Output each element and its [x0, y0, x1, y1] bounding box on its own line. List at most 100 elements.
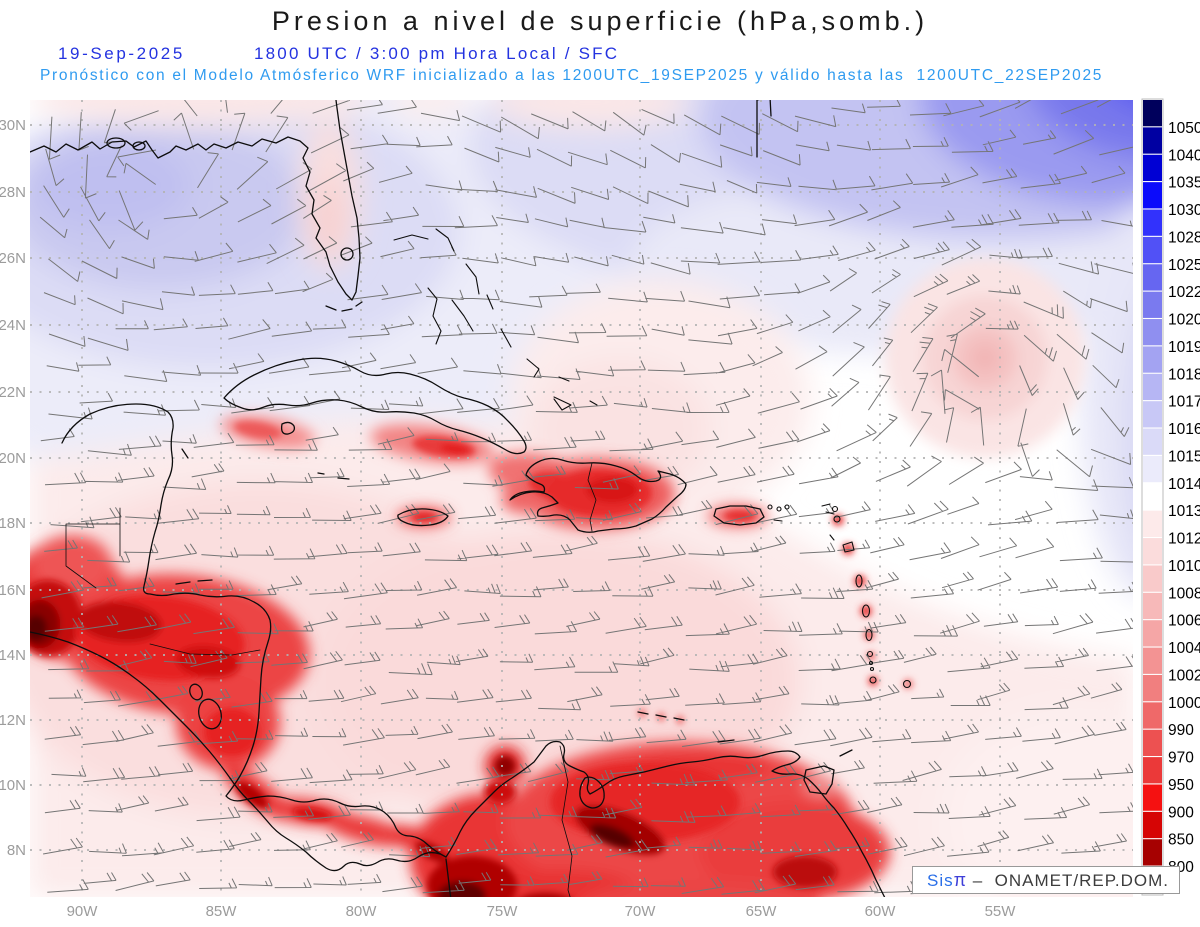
colorbar-tick-label: 1016: [1168, 421, 1200, 438]
colorbar-tick-label: 950: [1168, 777, 1194, 794]
lon-tick-label: 60W: [865, 903, 897, 920]
colorbar-segment: [1143, 592, 1162, 620]
colorbar-segment: [1143, 538, 1162, 565]
lon-tick-label: 80W: [346, 903, 378, 920]
colorbar-tick-label: 970: [1168, 750, 1194, 767]
lat-tick-label: 18N: [0, 515, 26, 532]
lake-nicaragua: [198, 698, 222, 730]
colombia-venezuela-border: [559, 745, 573, 897]
colorbar-segment: [1143, 674, 1162, 702]
honduras-nicaragua-border: [149, 643, 261, 656]
colorbar-tick-label: 1050: [1168, 120, 1200, 137]
colorbar-tick-label: 1015: [1168, 448, 1200, 465]
colorbar-segment: [1143, 510, 1162, 537]
tobago-island: [839, 749, 853, 757]
colorbar-tick-label: 1030: [1168, 202, 1200, 219]
branding-pi-symbol: π: [953, 870, 968, 890]
page-title: Presion a nivel de superficie (hPa,somb.…: [271, 6, 929, 36]
lake-maracaibo: [579, 776, 605, 809]
coastline-trinidad: [803, 765, 835, 795]
lesser-antilles-islands: [767, 503, 912, 689]
coastline-yucatan-central-america: [61, 403, 447, 858]
abc-islands: [637, 711, 685, 721]
lon-tick-label: 55W: [985, 903, 1017, 920]
colorbar-segment: [1143, 291, 1162, 318]
model-init-note: Pronóstico con el Modelo Atmósferico WRF…: [40, 67, 1104, 84]
colorbar-segment: [1143, 428, 1162, 455]
lat-tick-label: 30N: [0, 117, 26, 134]
colorbar-tick-label: 1025: [1168, 257, 1200, 274]
guatemala-borders: [65, 507, 121, 589]
branding-badge: Sisπ – ONAMET/REP.DOM.: [912, 866, 1180, 894]
colorbar-segment: [1143, 319, 1162, 346]
domain-boundary-artifact: [756, 100, 772, 158]
colorbar-segment: [1143, 455, 1162, 483]
lake-managua: [189, 683, 203, 701]
colorbar-segment: [1143, 264, 1162, 291]
colorbar-tick-label: 1014: [1168, 476, 1200, 493]
lon-tick-label: 75W: [487, 903, 519, 920]
lat-tick-label: 14N: [0, 647, 26, 664]
branding-app-name: Sis: [927, 871, 954, 890]
colorbar-segment: [1143, 647, 1162, 674]
longitude-labels: 90W 85W 80W 75W 70W 65W 60W 55W: [67, 903, 1017, 920]
colorbar-segment: [1143, 565, 1162, 592]
bahamas-islands: [393, 228, 598, 411]
colorbar-tick-label: 1028: [1168, 229, 1200, 246]
lat-tick-label: 16N: [0, 582, 26, 599]
lat-tick-label: 22N: [0, 384, 26, 401]
lat-tick-label: 8N: [7, 842, 26, 859]
lon-tick-label: 65W: [746, 903, 778, 920]
cozumel-island: [181, 448, 189, 459]
margarita-island: [717, 739, 735, 743]
colorbar-tick-label: 1012: [1168, 531, 1200, 548]
coastlines: [30, 100, 912, 897]
forecast-valid-time: 1800 UTC / 3:00 pm Hora Local / SFC: [254, 44, 620, 63]
lake-okeechobee: [340, 247, 354, 261]
colorbar-segment: [1143, 182, 1162, 209]
coastline-us-gulf-florida: [30, 100, 361, 301]
coastline-hispaniola: [509, 457, 687, 533]
coastline-south-america: [445, 740, 886, 897]
tropical-cyclone-shading: [885, 258, 1085, 458]
latitude-labels: 30N 28N 26N 24N 22N 20N 18N 16N 14N 12N 10N 8N: [0, 117, 26, 859]
colorbar-tick-label: 900: [1168, 804, 1194, 821]
wind-barbs: [39, 100, 1133, 895]
colorbar-segment: [1143, 620, 1162, 647]
lake-pontchartrain: [106, 137, 126, 149]
florida-keys: [325, 301, 363, 312]
colorbar-segment: [1143, 100, 1162, 127]
coastline-jamaica: [397, 508, 449, 527]
pressure-colorbar: [1141, 98, 1164, 896]
colorbar-tick-label: 1020: [1168, 312, 1200, 329]
colorbar-tick-label: 1019: [1168, 339, 1200, 356]
colorbar-tick-label: 1018: [1168, 366, 1200, 383]
colorbar-segment: [1143, 784, 1162, 811]
colorbar-segment: [1143, 373, 1162, 401]
colorbar-tick-label: 1013: [1168, 503, 1200, 520]
colorbar-segment: [1143, 729, 1162, 757]
colorbar-tick-label: 1035: [1168, 175, 1200, 192]
cayman-islands: [317, 472, 350, 480]
branding-org-name: – ONAMET/REP.DOM.: [967, 871, 1169, 890]
coastline-puerto-rico: [713, 505, 765, 526]
forecast-date: 19-Sep-2025: [58, 44, 185, 63]
colorbar-segment: [1143, 209, 1162, 236]
coastline-colombia-pacific: [445, 858, 452, 897]
colorbar-segment: [1143, 702, 1162, 729]
lat-tick-label: 28N: [0, 184, 26, 201]
colorbar-tick-label: 1002: [1168, 667, 1200, 684]
colorbar-tick-label: 1022: [1168, 284, 1200, 301]
colorbar-tick-label: 990: [1168, 722, 1194, 739]
lon-tick-label: 85W: [206, 903, 238, 920]
colorbar-tick-label: 1008: [1168, 585, 1200, 602]
latlon-gridlines: [30, 100, 1133, 897]
lon-tick-label: 70W: [625, 903, 657, 920]
coastline-cuba: [223, 357, 527, 455]
colorbar-segment: [1143, 839, 1162, 866]
lat-tick-label: 10N: [0, 777, 26, 794]
colorbar-tick-label: 1004: [1168, 640, 1200, 657]
